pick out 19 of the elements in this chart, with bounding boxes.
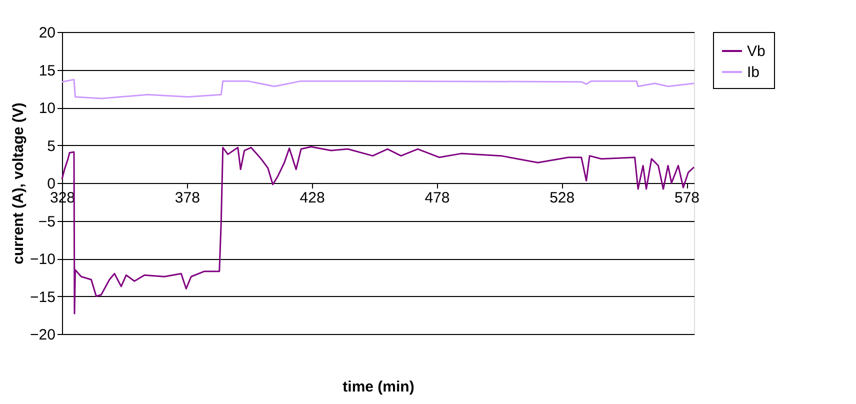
- x-tick-label: 428: [300, 190, 325, 206]
- x-axis-title: time (min): [342, 378, 414, 396]
- y-tick-label: 10: [38, 100, 56, 117]
- y-tick-label: 0: [47, 176, 56, 192]
- x-tick-label: 578: [674, 190, 700, 206]
- x-tick-label: 378: [174, 190, 200, 206]
- y-tick-label: −20: [30, 326, 56, 344]
- y-tick-label: 20: [38, 24, 56, 42]
- y-tick-label: −10: [30, 251, 56, 268]
- legend-label: Ib: [747, 64, 760, 81]
- x-tick-label: 478: [424, 190, 450, 206]
- y-tick-label: −5: [38, 213, 56, 230]
- y-tick-label: −15: [30, 288, 56, 306]
- x-tick-label: 528: [550, 190, 575, 206]
- y-axis-title: current (A), voltage (V): [10, 102, 28, 264]
- legend-label: Vb: [747, 43, 766, 60]
- y-tick-label: 5: [47, 138, 56, 155]
- y-tick-label: 15: [38, 62, 56, 80]
- line-series: [61, 78, 695, 100]
